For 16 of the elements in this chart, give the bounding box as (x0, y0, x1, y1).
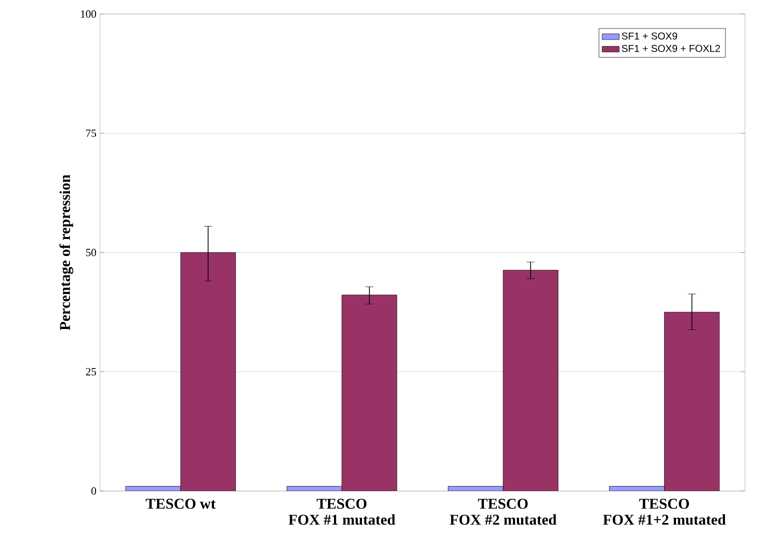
y-tick-label: 0 (91, 487, 96, 495)
x-tick-label: TESCO FOX #1 mutated (288, 498, 396, 525)
legend-label: SF1 + SOX9 (622, 32, 678, 40)
x-tick-label: TESCO FOX #1+2 mutated (603, 498, 726, 525)
legend-label: SF1 + SOX9 + FOXL2 (622, 44, 720, 52)
y-tick-label: 75 (86, 130, 96, 137)
y-axis-title: Percentage of repression (59, 174, 74, 330)
y-tick-label: 25 (86, 368, 96, 376)
y-tick-label: 100 (81, 10, 96, 18)
bar (342, 294, 398, 491)
x-tick-label: TESCO FOX #2 mutated (450, 498, 557, 525)
y-tick-label: 50 (86, 248, 96, 256)
bar (502, 270, 558, 491)
bar (180, 252, 236, 491)
x-tick-label: TESCO wt (146, 498, 216, 509)
bar (664, 312, 720, 491)
